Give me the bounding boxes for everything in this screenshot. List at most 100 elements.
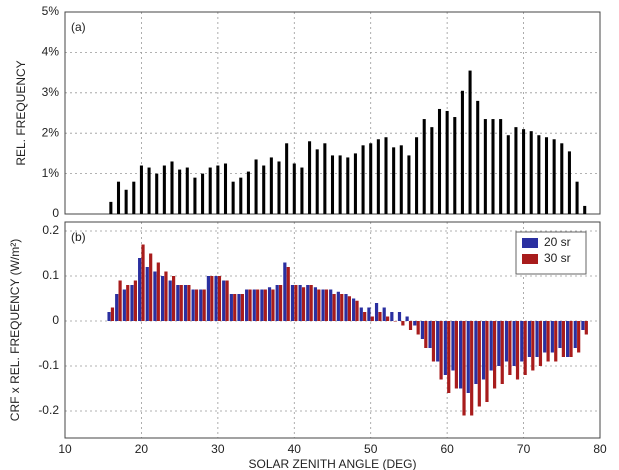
bar — [269, 157, 273, 214]
legend-swatch — [522, 238, 538, 248]
bar — [323, 143, 327, 214]
bar — [535, 321, 539, 357]
bar — [408, 321, 413, 330]
bar — [183, 285, 188, 321]
bar — [240, 294, 244, 321]
bar — [317, 289, 321, 321]
bar — [544, 137, 549, 214]
y-tick-label: 1% — [42, 166, 60, 180]
bar — [170, 161, 174, 214]
bar — [191, 289, 195, 321]
bar — [506, 135, 510, 214]
bar — [217, 276, 222, 321]
bar — [407, 155, 411, 214]
bar — [330, 155, 335, 214]
bar — [353, 153, 357, 214]
bar — [124, 189, 128, 214]
bar — [340, 294, 344, 321]
bar — [294, 285, 298, 321]
bar — [584, 321, 588, 335]
bar — [561, 321, 565, 357]
bar — [443, 321, 447, 375]
bar — [321, 289, 325, 321]
bar — [454, 321, 458, 389]
y-tick-label: -0.1 — [38, 358, 59, 372]
bar — [252, 289, 256, 321]
bar — [430, 127, 434, 214]
bar — [260, 289, 264, 321]
bar — [298, 285, 302, 321]
bar — [401, 321, 405, 326]
bar — [155, 173, 159, 214]
bar — [277, 161, 281, 214]
bar — [271, 289, 275, 321]
bar — [397, 312, 402, 321]
y-tick-label: 0.2 — [42, 223, 59, 237]
bar — [214, 276, 218, 321]
bar — [153, 271, 157, 321]
bar — [413, 321, 417, 326]
y-tick-label: 0 — [52, 206, 59, 220]
bar — [550, 321, 554, 353]
x-tick-label: 60 — [440, 442, 454, 456]
bar — [344, 294, 348, 321]
bar — [552, 139, 556, 214]
bar — [237, 294, 241, 321]
bar — [162, 165, 166, 214]
bar — [523, 321, 527, 375]
bar — [201, 173, 205, 214]
bar — [225, 280, 229, 321]
legend-label: 20 sr — [544, 235, 571, 249]
x-tick-label: 40 — [288, 442, 302, 456]
bar — [138, 258, 142, 321]
bar — [223, 163, 228, 214]
bar — [459, 321, 463, 389]
bar — [149, 253, 153, 321]
bar — [202, 289, 206, 321]
bar — [431, 321, 436, 362]
bar — [386, 316, 390, 321]
bar — [145, 267, 149, 321]
bar — [194, 289, 199, 321]
bar — [301, 287, 306, 321]
bar — [560, 143, 564, 214]
bar — [415, 137, 419, 214]
bar — [376, 139, 380, 214]
bar — [285, 143, 289, 214]
bar — [537, 135, 541, 214]
bar — [256, 289, 260, 321]
bar — [468, 70, 472, 214]
bar — [306, 285, 310, 321]
bar — [292, 163, 296, 214]
bar — [126, 285, 130, 321]
panel-label: (a) — [71, 20, 86, 34]
bar — [436, 321, 440, 362]
bar — [361, 145, 365, 214]
bar — [193, 177, 197, 214]
y-tick-label: 3% — [42, 85, 60, 99]
y-tick-label: 0.1 — [42, 268, 59, 282]
bar — [515, 321, 520, 380]
bar — [346, 157, 350, 214]
bar — [390, 312, 394, 321]
bar — [315, 149, 319, 214]
bar — [453, 117, 457, 214]
bar — [118, 280, 122, 321]
bar — [531, 321, 535, 371]
bar — [156, 262, 160, 321]
bar — [538, 321, 543, 366]
bar — [485, 321, 489, 402]
bar — [489, 321, 493, 371]
bar — [147, 167, 151, 214]
panel-label: (b) — [71, 230, 86, 244]
bar — [367, 307, 371, 321]
bar — [543, 321, 547, 353]
bar — [283, 262, 287, 321]
bar — [359, 307, 363, 321]
bar — [324, 289, 329, 321]
x-tick-label: 70 — [517, 442, 531, 456]
bar — [110, 307, 115, 321]
y-tick-label: 0 — [52, 313, 59, 327]
bar — [569, 321, 573, 357]
bar — [245, 289, 249, 321]
